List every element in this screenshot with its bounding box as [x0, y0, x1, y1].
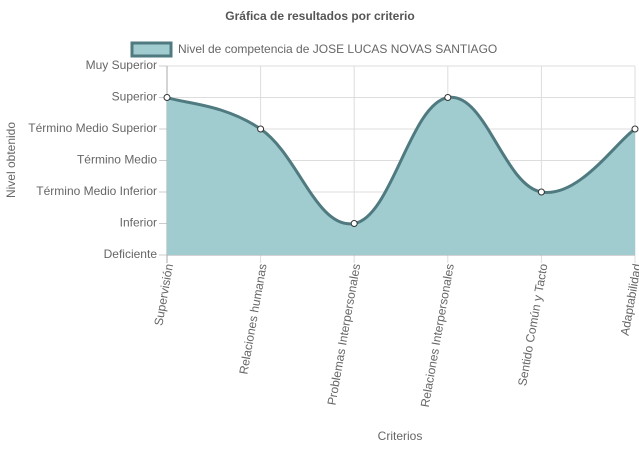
point: [163, 94, 171, 101]
y-tick-label: Muy Superior: [86, 58, 157, 72]
x-tick-label: Relaciones Interpersonales: [418, 263, 457, 409]
x-axis-title: Criterios: [378, 429, 423, 443]
x-tick-label: Relaciones humanas: [236, 263, 269, 376]
y-tick-label: Término Medio Inferior: [36, 184, 157, 198]
point: [631, 125, 639, 133]
y-tick-label: Superior: [112, 90, 157, 104]
x-tick-label: Supervisión: [151, 263, 176, 327]
y-axis-title: Nivel obtenido: [4, 122, 18, 198]
chart-title: Gráfica de resultados por criterio: [225, 9, 414, 23]
point: [537, 188, 545, 196]
legend-label: Nivel de competencia de JOSE LUCAS NOVAS…: [178, 42, 497, 56]
point: [257, 125, 265, 133]
y-tick-label: Deficiente: [104, 247, 158, 261]
area: [167, 97, 635, 256]
point: [350, 220, 358, 227]
x-tick-label: Sentido Común y Tacto: [515, 262, 550, 387]
legend-swatch: [130, 41, 173, 58]
y-tick-label: Término Medio: [77, 153, 157, 167]
x-tick-label: Problemas Interpersonales: [325, 263, 364, 407]
x-tick-label: Adaptabilidad: [618, 263, 639, 337]
y-tick-label: Término Medio Superior: [28, 121, 157, 135]
point: [444, 94, 452, 101]
y-tick-label: Inferior: [120, 216, 157, 230]
